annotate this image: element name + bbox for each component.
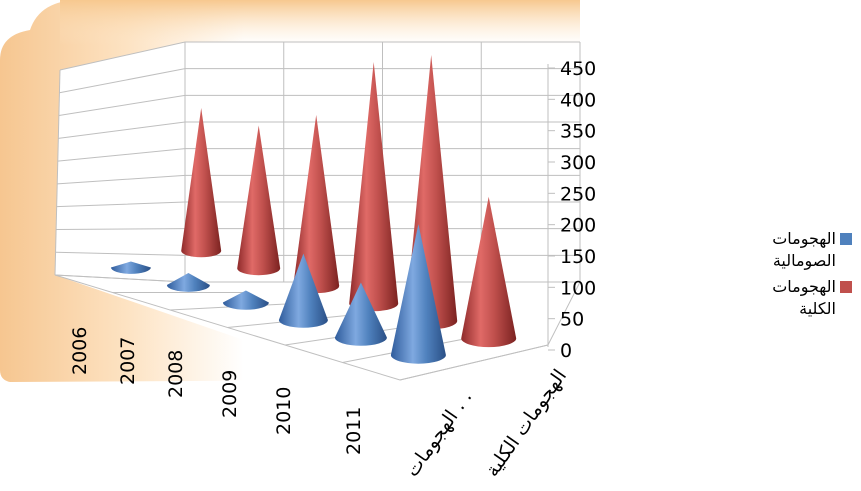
category-label: 2008 bbox=[165, 350, 187, 398]
cone-body bbox=[293, 114, 340, 294]
legend-label-total: الهجومات الكلية bbox=[772, 277, 836, 318]
cone-body bbox=[181, 108, 222, 258]
cone-body bbox=[349, 61, 399, 312]
y-tick-label: 200 bbox=[560, 215, 596, 237]
legend: الهجومات الصومالية الهجومات الكلية bbox=[752, 228, 852, 324]
cone-body bbox=[222, 290, 269, 310]
series-axis-label: الهجومات الكلية bbox=[481, 365, 571, 480]
legend-swatch-total bbox=[840, 281, 852, 293]
cone-somali-2007 bbox=[166, 272, 210, 292]
cone-body bbox=[237, 125, 281, 276]
cone-total-2011 bbox=[461, 196, 517, 348]
category-labels: 2006 2007 2008 2009 2010 2011 bbox=[69, 327, 365, 455]
y-axis-ticks: 0 50 100 150 200 250 300 350 400 450 bbox=[547, 58, 596, 362]
cone-body bbox=[166, 272, 210, 292]
gridline bbox=[58, 121, 580, 139]
cone-somali-2010 bbox=[334, 282, 387, 346]
cone-somali-2008 bbox=[222, 290, 269, 310]
y-tick-label: 250 bbox=[560, 183, 596, 205]
category-label: 2009 bbox=[219, 370, 241, 418]
chart-top-band bbox=[60, 0, 580, 45]
cone-body bbox=[110, 261, 151, 274]
cone-somali-2011 bbox=[390, 224, 446, 364]
cone-somali-2006 bbox=[110, 261, 151, 274]
y-tick-label: 100 bbox=[560, 277, 596, 299]
cone-total-2009 bbox=[349, 61, 399, 312]
cones bbox=[110, 54, 517, 364]
category-label: 2006 bbox=[69, 327, 91, 375]
legend-item-somali: الهجومات الصومالية bbox=[752, 228, 852, 272]
legend-item-total: الهجومات الكلية bbox=[752, 276, 852, 320]
cone-body bbox=[390, 224, 446, 364]
y-tick-label: 450 bbox=[560, 58, 596, 80]
series-axis-labels: الهجومات . . الهجومات الكلية bbox=[401, 365, 571, 480]
y-tick-label: 0 bbox=[560, 340, 572, 362]
floor-gridline bbox=[54, 274, 186, 283]
y-tick-label: 350 bbox=[560, 121, 596, 143]
category-label: 2007 bbox=[117, 337, 139, 385]
cone-total-2006 bbox=[181, 108, 222, 258]
gridline-vertical bbox=[54, 69, 61, 276]
cone-body bbox=[278, 253, 328, 328]
gridline bbox=[59, 68, 580, 94]
legend-label-somali: الهجومات الصومالية bbox=[772, 229, 836, 270]
series-axis-label: الهجومات . . bbox=[401, 386, 476, 480]
category-label: 2010 bbox=[273, 387, 295, 435]
y-tick-label: 300 bbox=[560, 152, 596, 174]
y-tick-label: 400 bbox=[560, 89, 596, 111]
gridline bbox=[58, 94, 580, 117]
cone-total-2007 bbox=[237, 125, 281, 276]
cone-total-2008 bbox=[293, 114, 340, 294]
y-tick-label: 50 bbox=[560, 309, 584, 331]
cone-somali-2009 bbox=[278, 253, 328, 328]
floor-gridline bbox=[399, 344, 549, 381]
legend-swatch-somali bbox=[840, 233, 852, 245]
y-tick-label: 150 bbox=[560, 246, 596, 268]
cone-body bbox=[461, 196, 517, 348]
cone-body bbox=[334, 282, 387, 346]
category-label: 2011 bbox=[343, 407, 365, 455]
